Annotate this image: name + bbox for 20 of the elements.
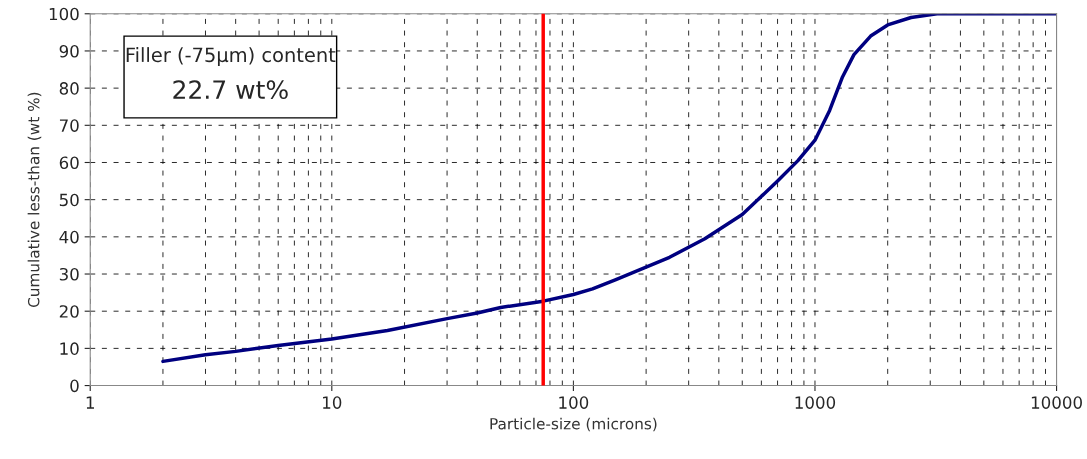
x-tick-label: 10000 [1031, 396, 1082, 409]
y-tick-label: 10 [60, 342, 79, 355]
y-tick-label: 20 [59, 305, 79, 318]
y-tick-label: 100 [49, 7, 79, 21]
y-tick-label: 90 [59, 44, 79, 58]
y-axis-title: Cumulative less-than (wt %) [27, 92, 42, 308]
x-tick-label: 100 [559, 396, 589, 409]
y-tick-label: 70 [59, 119, 79, 132]
x-tick-label: 1 [86, 396, 94, 409]
annotation: 22.7 wt% [173, 80, 288, 100]
annotation: Filler (-75μm) content [126, 47, 336, 66]
x-axis-title: Particle-size (microns) [490, 417, 657, 432]
y-tick-label: 80 [59, 82, 79, 95]
y-tick-label: 0 [70, 379, 79, 393]
y-tick-label: 50 [59, 193, 79, 207]
x-tick-label: 1000 [795, 396, 836, 409]
y-tick-label: 30 [59, 267, 79, 281]
y-tick-label: 60 [59, 156, 79, 170]
x-tick-label: 10 [323, 396, 342, 409]
y-tick-label: 40 [59, 230, 79, 244]
